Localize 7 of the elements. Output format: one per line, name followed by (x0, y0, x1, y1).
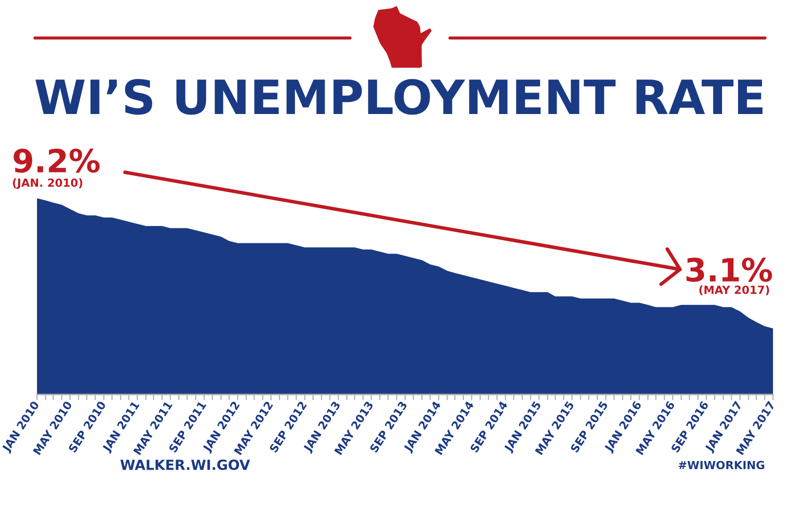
chart-title: WI’S UNEMPLOYMENT RATE (35, 78, 762, 115)
annotation: (MAY 2017) (699, 285, 770, 296)
data-label: 9.2% (14, 148, 100, 173)
text: WALKER.WI.GOV (120, 460, 250, 470)
data-label: 3.1% (686, 258, 772, 282)
text: (JAN. 2010) (12, 178, 82, 189)
text: #WIWORKING (678, 460, 764, 470)
